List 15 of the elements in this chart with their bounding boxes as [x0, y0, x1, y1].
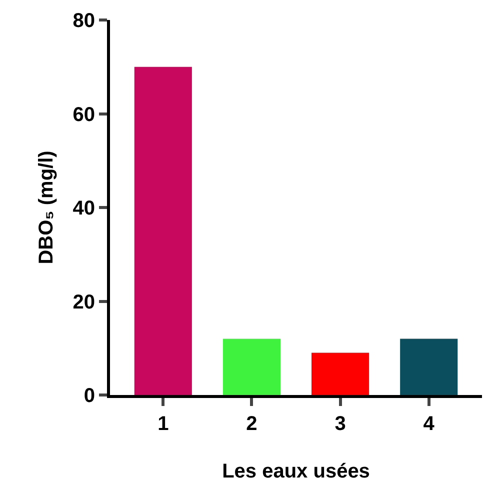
y-tick-label: 80 [72, 10, 95, 32]
bar [400, 338, 458, 395]
bar [134, 66, 192, 395]
y-tick-label: 60 [72, 104, 95, 126]
x-tick-label: 4 [423, 413, 436, 435]
y-tick-label: 20 [72, 291, 95, 314]
y-axis-title: DBO₅ (mg/l) [35, 150, 58, 264]
bar [222, 338, 280, 395]
y-tick-label: 40 [72, 198, 95, 220]
x-tick-label: 3 [334, 413, 346, 435]
y-tick-label: 0 [84, 385, 95, 407]
x-axis-title: Les eaux usées [222, 460, 370, 482]
x-tick-label: 2 [246, 413, 258, 435]
bar [312, 352, 370, 395]
x-tick-label: 1 [158, 413, 169, 435]
